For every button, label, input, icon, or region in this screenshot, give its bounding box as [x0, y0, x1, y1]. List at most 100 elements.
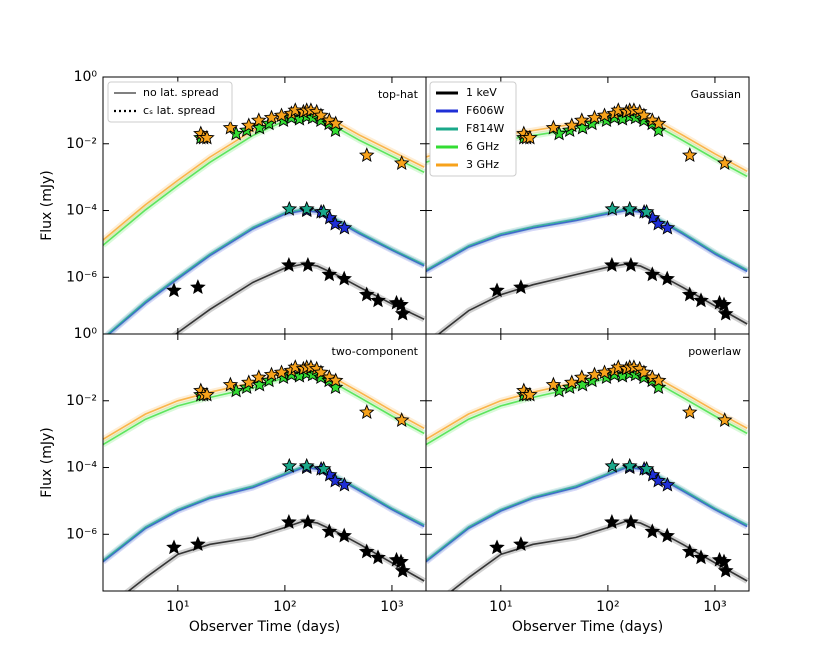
observation-star	[644, 523, 661, 539]
plot-area	[103, 359, 426, 591]
observation-star	[586, 366, 603, 382]
observation-star	[621, 457, 638, 473]
observation-star	[281, 457, 298, 473]
observation-star	[659, 476, 676, 492]
observation-star	[650, 122, 667, 138]
observation-star	[300, 257, 316, 272]
y-tick-label: 10⁻⁶	[66, 526, 97, 542]
model-line	[106, 208, 425, 334]
y-tick-label: 10⁻⁶	[66, 269, 97, 285]
observation-star	[681, 286, 698, 302]
model-band	[103, 463, 426, 563]
observation-star	[370, 292, 386, 308]
observation-star	[327, 379, 344, 395]
observation-star	[222, 376, 239, 392]
observation-star	[393, 296, 409, 312]
plot-area	[426, 359, 749, 591]
observation-star	[394, 412, 410, 427]
observation-star	[321, 112, 338, 128]
observation-star	[393, 553, 409, 569]
observation-star	[298, 457, 315, 473]
model-band	[103, 206, 426, 334]
observation-star	[489, 282, 505, 298]
y-tick-label: 10⁻⁴	[66, 460, 97, 476]
panel-title: two-component	[332, 345, 419, 358]
x-tick-label: 10¹	[166, 599, 189, 615]
observation-star	[315, 203, 332, 219]
observation-star	[190, 536, 206, 551]
x-tick-label: 10¹	[489, 599, 512, 615]
model-line	[127, 520, 425, 591]
observation-star	[336, 270, 352, 286]
observation-star	[717, 155, 733, 170]
observation-star	[489, 539, 505, 555]
observation-star	[659, 219, 676, 235]
legend-box	[429, 81, 517, 177]
observation-star	[336, 476, 353, 492]
observation-star	[250, 369, 267, 385]
observation-star	[545, 376, 562, 392]
observation-star	[650, 379, 667, 395]
observation-star	[327, 122, 344, 138]
observation-star	[636, 107, 652, 123]
model-line	[174, 263, 425, 334]
legend-label: no lat. spread	[143, 86, 219, 99]
observation-star	[263, 366, 280, 382]
x-tick-label: 10²	[596, 599, 619, 615]
observation-star	[638, 460, 655, 476]
observation-star	[681, 404, 698, 419]
observation-star	[563, 374, 580, 390]
observation-star	[623, 514, 639, 529]
model-band	[426, 206, 749, 273]
observation-star	[693, 292, 709, 308]
observation-star	[358, 543, 375, 559]
model-line	[450, 520, 748, 591]
observation-star	[644, 266, 661, 282]
model-line	[426, 208, 748, 271]
observation-star	[644, 112, 661, 128]
legend-label: 3 GHz	[466, 158, 499, 171]
legend-box	[107, 81, 233, 123]
observation-star	[222, 119, 239, 135]
observation-star	[166, 539, 182, 555]
legend-label: cₛ lat. spread	[143, 104, 215, 117]
observation-star	[681, 543, 698, 559]
observation-star	[650, 372, 667, 388]
y-tick-label: 10⁻²	[66, 136, 97, 152]
y-tick-label: 10⁰	[74, 69, 98, 85]
model-band	[426, 463, 749, 563]
observation-star	[717, 562, 734, 578]
y-axis-label: Flux (mJy)	[39, 170, 55, 241]
observation-star	[394, 562, 411, 578]
observation-star	[321, 369, 338, 385]
x-tick-label: 10³	[380, 599, 403, 615]
observation-star	[358, 404, 375, 419]
panel-title: top-hat	[378, 88, 419, 101]
observation-star	[545, 119, 562, 135]
observation-star	[336, 527, 352, 543]
observation-star	[281, 514, 297, 529]
plot-area	[426, 102, 749, 334]
observation-star	[370, 549, 386, 565]
observation-star	[315, 460, 332, 476]
plot-area	[103, 102, 426, 334]
observation-star	[300, 514, 316, 529]
observation-star	[358, 147, 375, 162]
observation-star	[522, 386, 538, 402]
observation-star	[623, 257, 639, 272]
observation-star	[298, 200, 315, 216]
y-tick-label: 10⁻²	[66, 393, 97, 409]
observation-star	[199, 386, 215, 402]
y-axis-label: Flux (mJy)	[39, 427, 55, 498]
observation-star	[573, 112, 590, 128]
observation-star	[250, 112, 267, 128]
observation-star	[240, 117, 257, 133]
panel-title: Gaussian	[691, 88, 741, 101]
observation-star	[644, 369, 661, 385]
observation-star	[281, 257, 297, 272]
observation-star	[604, 457, 621, 473]
observation-star	[327, 372, 344, 388]
observation-star	[313, 107, 329, 123]
observation-star	[650, 115, 667, 131]
